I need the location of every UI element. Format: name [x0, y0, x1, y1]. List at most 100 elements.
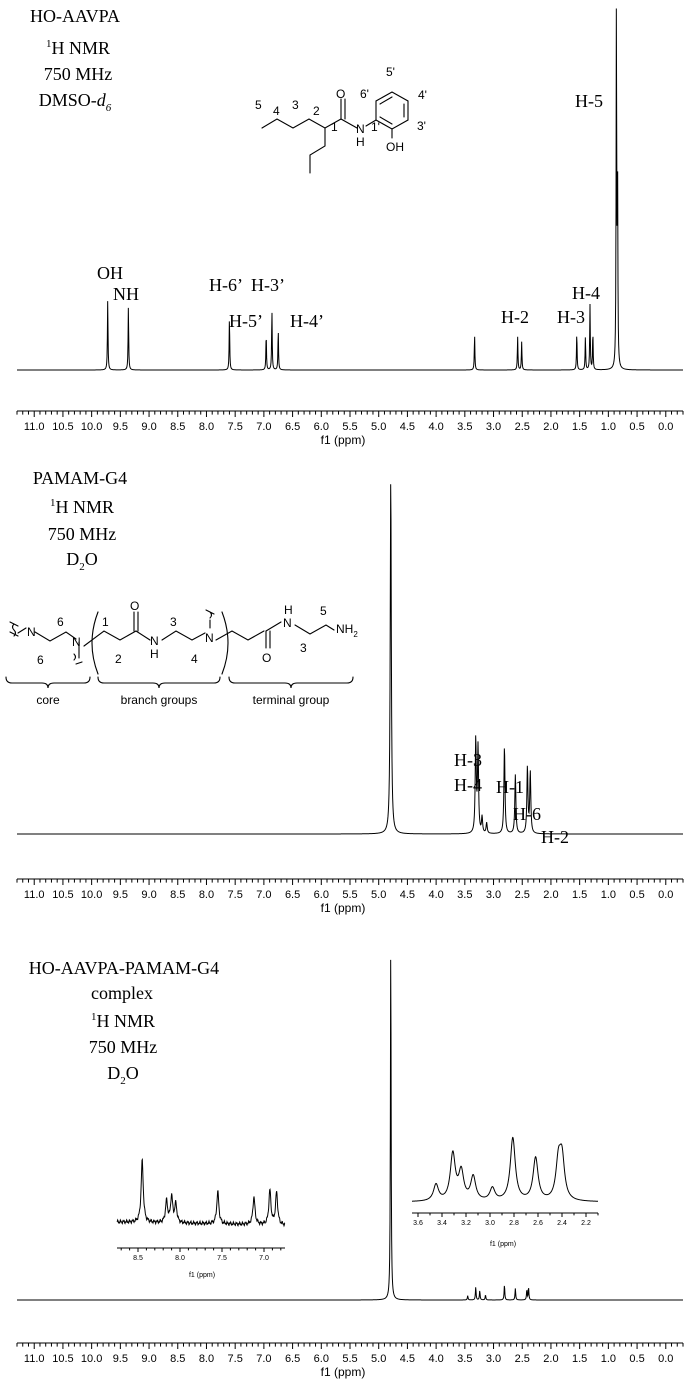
- axis-3-tick-label: 3.0: [486, 1353, 501, 1365]
- inset-aliphatic-trace: [411, 1136, 599, 1202]
- struct2-label-3a: 3: [170, 615, 177, 629]
- axis-3-tick-label: 8.0: [199, 1353, 214, 1365]
- panel-1-label-h5: H-5: [575, 91, 603, 111]
- struct1-o: O: [336, 87, 345, 101]
- inset-aliphatic-x-axis-label: f1 (ppm): [490, 1241, 516, 1248]
- inset-aromatic-x-axis-label: f1 (ppm): [189, 1272, 215, 1279]
- bracket-label-terminal: terminal group: [253, 693, 330, 707]
- axis-inset-2-tick-label: 2.2: [581, 1220, 591, 1227]
- panel-1-x-axis: 11.0 10.5 10.0 9.5 9.0 8.5 8.0 7.5 7.0 6.5 6.0 5.5 5…: [16, 410, 684, 433]
- struct2-n-core-1: N: [27, 625, 36, 639]
- axis-1-tick-label: 4.5: [400, 421, 415, 433]
- axis-2-tick-label: 8.0: [199, 889, 214, 901]
- axis-3-tick-label: 11.0: [24, 1353, 45, 1365]
- axis-inset-2-tick-label: 3.6: [413, 1220, 423, 1227]
- axis-1-tick-label: 1.5: [572, 421, 587, 433]
- struct2-n-2: N: [205, 631, 214, 645]
- brace-core: [5, 676, 91, 689]
- axis-3-tick-label: 9.5: [113, 1353, 128, 1365]
- axis-2-tick-label: 4.0: [428, 889, 443, 901]
- struct2-nh2: NH2: [336, 622, 358, 639]
- struct2-h-1: H: [150, 647, 159, 661]
- panel-2-solvent: D2O: [66, 549, 98, 573]
- panel-1-label-h2: H-2: [501, 307, 529, 327]
- panel-1-solvent: DMSO-d6: [39, 90, 112, 114]
- axis-3-tick-label: 7.0: [256, 1353, 271, 1365]
- panel-2-label-h2: H-2: [541, 827, 569, 847]
- axis-1-tick-label: 7.0: [256, 421, 271, 433]
- axis-2-tick-label: 5.0: [371, 889, 386, 901]
- struct1-h: H: [356, 135, 365, 149]
- panel-3-x-axis-label: f1 (ppm): [321, 1365, 366, 1379]
- panel-2-structure: N 6 6 N 1 2 O 3 N H 4 N O H N 5 3 NH2 co…: [5, 599, 358, 707]
- panel-1-label-h3p: H-3’: [251, 275, 285, 295]
- axis-2-tick-label: 1.5: [572, 889, 587, 901]
- panel-3-x-axis: 11.0 10.5 10.0 9.5 9.0 8.5 8.0 7.5 7.0 6.5 6.0 5.5 5…: [16, 1342, 684, 1365]
- axis-2-tick-label: 5.5: [342, 889, 357, 901]
- struct2-label-1: 1: [102, 615, 109, 629]
- struct2-label-4: 4: [191, 652, 198, 666]
- struct2-n-core-2: N: [72, 635, 81, 649]
- struct1-label-6p: 6': [360, 87, 369, 101]
- axis-1-tick-label: 5.5: [342, 421, 357, 433]
- axis-1-tick-label: 1.0: [601, 421, 616, 433]
- inset-aromatic: 8.5 8.0 7.5 7.0 f1 (ppm): [116, 1157, 286, 1279]
- panel-2-x-axis-label: f1 (ppm): [321, 901, 366, 915]
- axis-3-tick-label: 5.0: [371, 1353, 386, 1365]
- axis-2-tick-label: 10.0: [81, 889, 102, 901]
- axis-2-tick-label: 7.5: [228, 889, 243, 901]
- panel-1-label-h4: H-4: [572, 283, 600, 303]
- brace-branch: [97, 676, 221, 689]
- panel-1-label-h6p: H-6’: [209, 275, 243, 295]
- axis-3-tick-label: 0.0: [658, 1353, 673, 1365]
- axis-3-tick-label: 6.5: [285, 1353, 300, 1365]
- axis-inset-2-tick-label: 2.6: [533, 1220, 543, 1227]
- panel-2: PAMAM-G4 1H NMR 750 MHz D2O N 6: [5, 468, 684, 915]
- panel-3-spectrum-trace: [17, 959, 683, 1301]
- axis-3-tick-label: 1.0: [601, 1353, 616, 1365]
- panel-1: HO-AAVPA 1H NMR 750 MHz DMSO-d6 O N H OH…: [16, 6, 684, 447]
- inset-aliphatic-x-axis: 3.6 3.4 3.2 3.0 2.8 2.6 2.4 2.2: [412, 1212, 599, 1227]
- axis-1-tick-label: 3.0: [486, 421, 501, 433]
- struct1-label-4: 4: [273, 104, 280, 118]
- axis-1-tick-label: 0.0: [658, 421, 673, 433]
- axis-inset-1-tick-label: 7.0: [259, 1255, 269, 1262]
- struct2-label-6b: 6: [37, 653, 44, 667]
- axis-2-tick-label: 0.5: [629, 889, 644, 901]
- axis-2-tick-label: 7.0: [256, 889, 271, 901]
- struct1-label-1p: 1': [371, 120, 380, 134]
- panel-2-label-h6: H-6: [513, 804, 541, 824]
- axis-2-tick-label: 8.5: [170, 889, 185, 901]
- axis-inset-1-tick-label: 7.5: [217, 1255, 227, 1262]
- axis-1-tick-label: 6.0: [314, 421, 329, 433]
- panel-1-structure: O N H OH 5 4 3 2 1 6' 5' 4' 3' 1': [255, 65, 427, 174]
- struct2-h-2: H: [284, 603, 293, 617]
- axis-inset-2-tick-label: 3.4: [437, 1220, 447, 1227]
- bracket-label-branch: branch groups: [121, 693, 198, 707]
- panel-1-label-nh: NH: [113, 284, 139, 304]
- inset-aromatic-trace: [116, 1157, 286, 1228]
- axis-3-tick-label: 3.5: [457, 1353, 472, 1365]
- axis-2-tick-label: 4.5: [400, 889, 415, 901]
- axis-3-tick-label: 8.5: [170, 1353, 185, 1365]
- panel-2-frequency: 750 MHz: [48, 524, 117, 544]
- axis-3-tick-label: 1.5: [572, 1353, 587, 1365]
- axis-2-tick-label: 6.0: [314, 889, 329, 901]
- axis-1-tick-label: 6.5: [285, 421, 300, 433]
- axis-3-tick-label: 5.5: [342, 1353, 357, 1365]
- axis-3-tick-label: 2.5: [515, 1353, 530, 1365]
- panel-1-label-h5p: H-5’: [229, 311, 263, 331]
- axis-2-tick-label: 10.5: [52, 889, 73, 901]
- struct1-label-5: 5: [255, 98, 262, 112]
- axis-3-tick-label: 10.5: [52, 1353, 73, 1365]
- panel-1-spectrum-trace: [17, 8, 683, 371]
- struct1-n: N: [356, 122, 365, 136]
- axis-inset-2-tick-label: 3.2: [461, 1220, 471, 1227]
- bracket-label-core: core: [36, 693, 60, 707]
- axis-1-tick-label: 2.5: [515, 421, 530, 433]
- panel-2-title: PAMAM-G4: [33, 468, 127, 488]
- axis-3-tick-label: 7.5: [228, 1353, 243, 1365]
- axis-1-tick-label: 10.0: [81, 421, 102, 433]
- axis-inset-2-tick-label: 2.4: [557, 1220, 567, 1227]
